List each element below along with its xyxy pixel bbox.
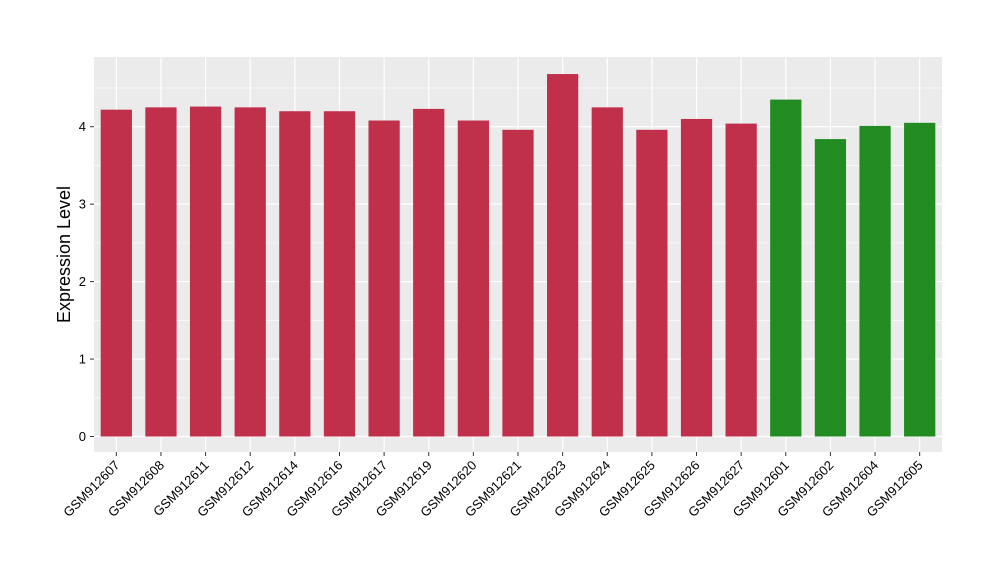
- bar-GSM912617: [368, 120, 400, 437]
- y-tick-label: 3: [79, 197, 86, 212]
- bar-GSM912626: [680, 118, 713, 437]
- bar-GSM912605: [904, 122, 936, 437]
- bar-GSM912604: [859, 125, 891, 437]
- bar-GSM912623: [547, 74, 579, 437]
- bar-GSM912601: [770, 99, 802, 437]
- bar-GSM912602: [814, 139, 847, 437]
- bar-GSM912616: [323, 111, 356, 437]
- y-tick-label: 4: [79, 119, 86, 134]
- bar-GSM912625: [636, 129, 668, 437]
- bars: [100, 74, 936, 437]
- x-axis: GSM912607GSM912608GSM912611GSM912612GSM9…: [60, 452, 926, 520]
- bar-GSM912607: [100, 109, 132, 437]
- bar-GSM912624: [591, 107, 623, 437]
- bar-GSM912612: [234, 107, 266, 437]
- bar-GSM912619: [413, 108, 445, 437]
- bar-GSM912627: [725, 123, 757, 437]
- y-axis-title: Expression Level: [54, 186, 74, 323]
- y-axis: 0 1 2 3 4: [79, 119, 94, 444]
- bar-GSM912611: [189, 106, 222, 437]
- y-tick-label: 2: [79, 274, 86, 289]
- bar-GSM912608: [145, 107, 177, 437]
- y-tick-label: 0: [79, 429, 86, 444]
- y-tick-label: 1: [79, 352, 86, 367]
- bar-GSM912620: [457, 120, 489, 437]
- bar-GSM912614: [279, 111, 311, 437]
- bar-GSM912621: [502, 129, 534, 437]
